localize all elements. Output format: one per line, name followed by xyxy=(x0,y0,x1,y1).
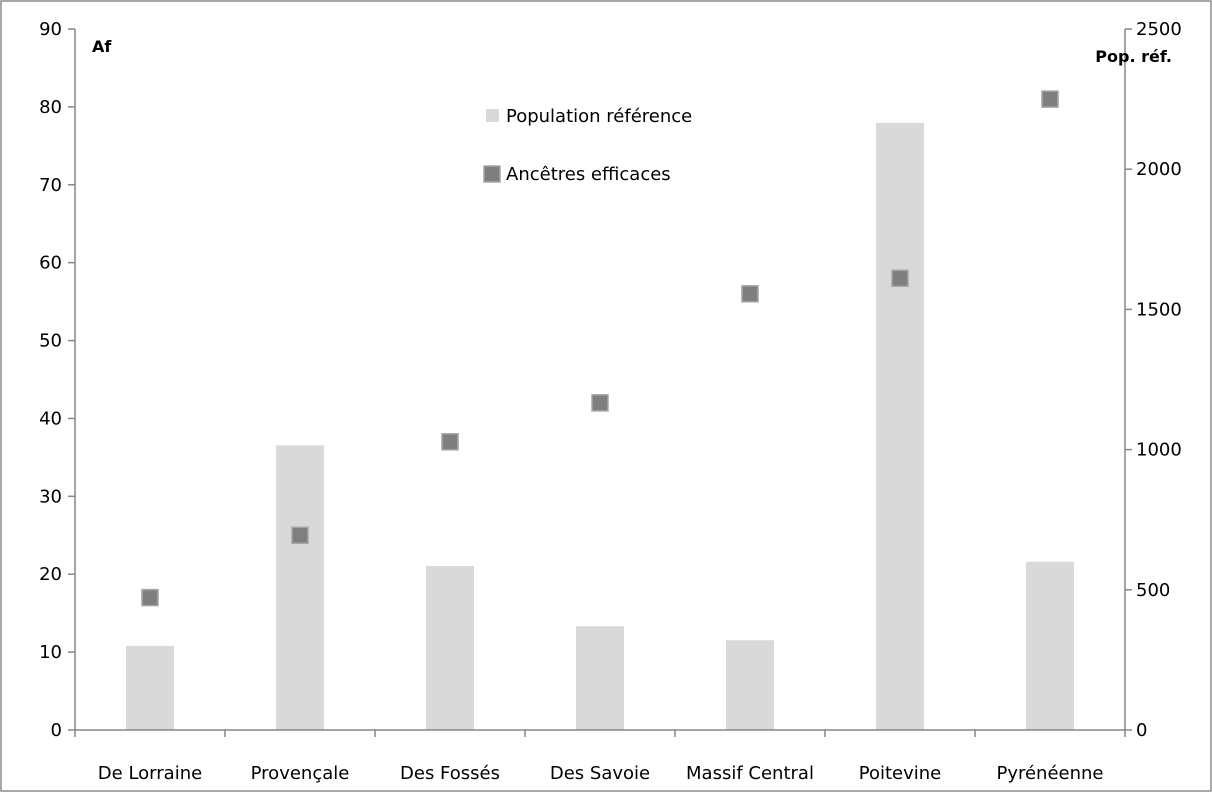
right-tick-label: 1500 xyxy=(1136,299,1182,320)
right-tick-label: 2000 xyxy=(1136,159,1182,180)
left-tick-label: 90 xyxy=(39,19,62,40)
bar-population-reference xyxy=(576,626,624,730)
left-tick-label: 0 xyxy=(51,720,62,741)
bar-population-reference xyxy=(726,640,774,730)
left-tick-label: 40 xyxy=(39,408,62,429)
left-tick-label: 10 xyxy=(39,642,62,663)
x-category-label: Des Fossés xyxy=(400,763,500,784)
left-tick-label: 70 xyxy=(39,175,62,196)
x-category-label: Massif Central xyxy=(686,763,814,784)
marker-ancetres-efficaces xyxy=(591,394,609,412)
legend-swatch-population xyxy=(486,109,499,122)
left-tick-label: 60 xyxy=(39,253,62,274)
legend: Population référence Ancêtres efficaces xyxy=(483,106,692,185)
left-tick-label: 50 xyxy=(39,331,62,352)
right-tick-label: 1000 xyxy=(1136,440,1182,461)
markers-layer xyxy=(141,90,1059,607)
marker-ancetres-efficaces xyxy=(891,269,909,287)
left-tick-label: 30 xyxy=(39,486,62,507)
bar-population-reference xyxy=(276,445,324,730)
x-category-label: Des Savoie xyxy=(550,763,650,784)
right-tick-label: 0 xyxy=(1136,720,1147,741)
right-tick-label: 2500 xyxy=(1136,19,1182,40)
marker-ancetres-efficaces xyxy=(291,526,309,545)
right-axis-title: Pop. réf. xyxy=(1095,47,1172,66)
x-category-label: De Lorraine xyxy=(98,763,202,784)
legend-swatch-ancestors xyxy=(483,165,501,183)
marker-ancetres-efficaces xyxy=(741,285,759,303)
left-axis-title: Af xyxy=(92,37,112,56)
x-category-label: Pyrénéenne xyxy=(996,763,1103,784)
legend-label-ancestors: Ancêtres efficaces xyxy=(506,164,671,185)
marker-ancetres-efficaces xyxy=(441,433,459,451)
x-category-label: Provençale xyxy=(251,763,350,784)
bar-population-reference xyxy=(876,122,924,730)
bars-layer xyxy=(126,122,1074,730)
bar-population-reference xyxy=(426,565,474,730)
marker-ancetres-efficaces xyxy=(1041,90,1059,108)
left-tick-label: 80 xyxy=(39,97,62,118)
bar-population-reference xyxy=(126,645,174,730)
bar-population-reference xyxy=(1026,561,1074,730)
right-tick-label: 500 xyxy=(1136,580,1170,601)
legend-label-population: Population référence xyxy=(506,106,692,127)
left-tick-label: 20 xyxy=(39,564,62,585)
axes-layer: 0 10 20 30 40 50 60 70 80 90 0 500 1000 1500 2000 2500 D… xyxy=(39,19,1182,784)
marker-ancetres-efficaces xyxy=(141,588,159,607)
x-category-label: Poitevine xyxy=(859,763,942,784)
